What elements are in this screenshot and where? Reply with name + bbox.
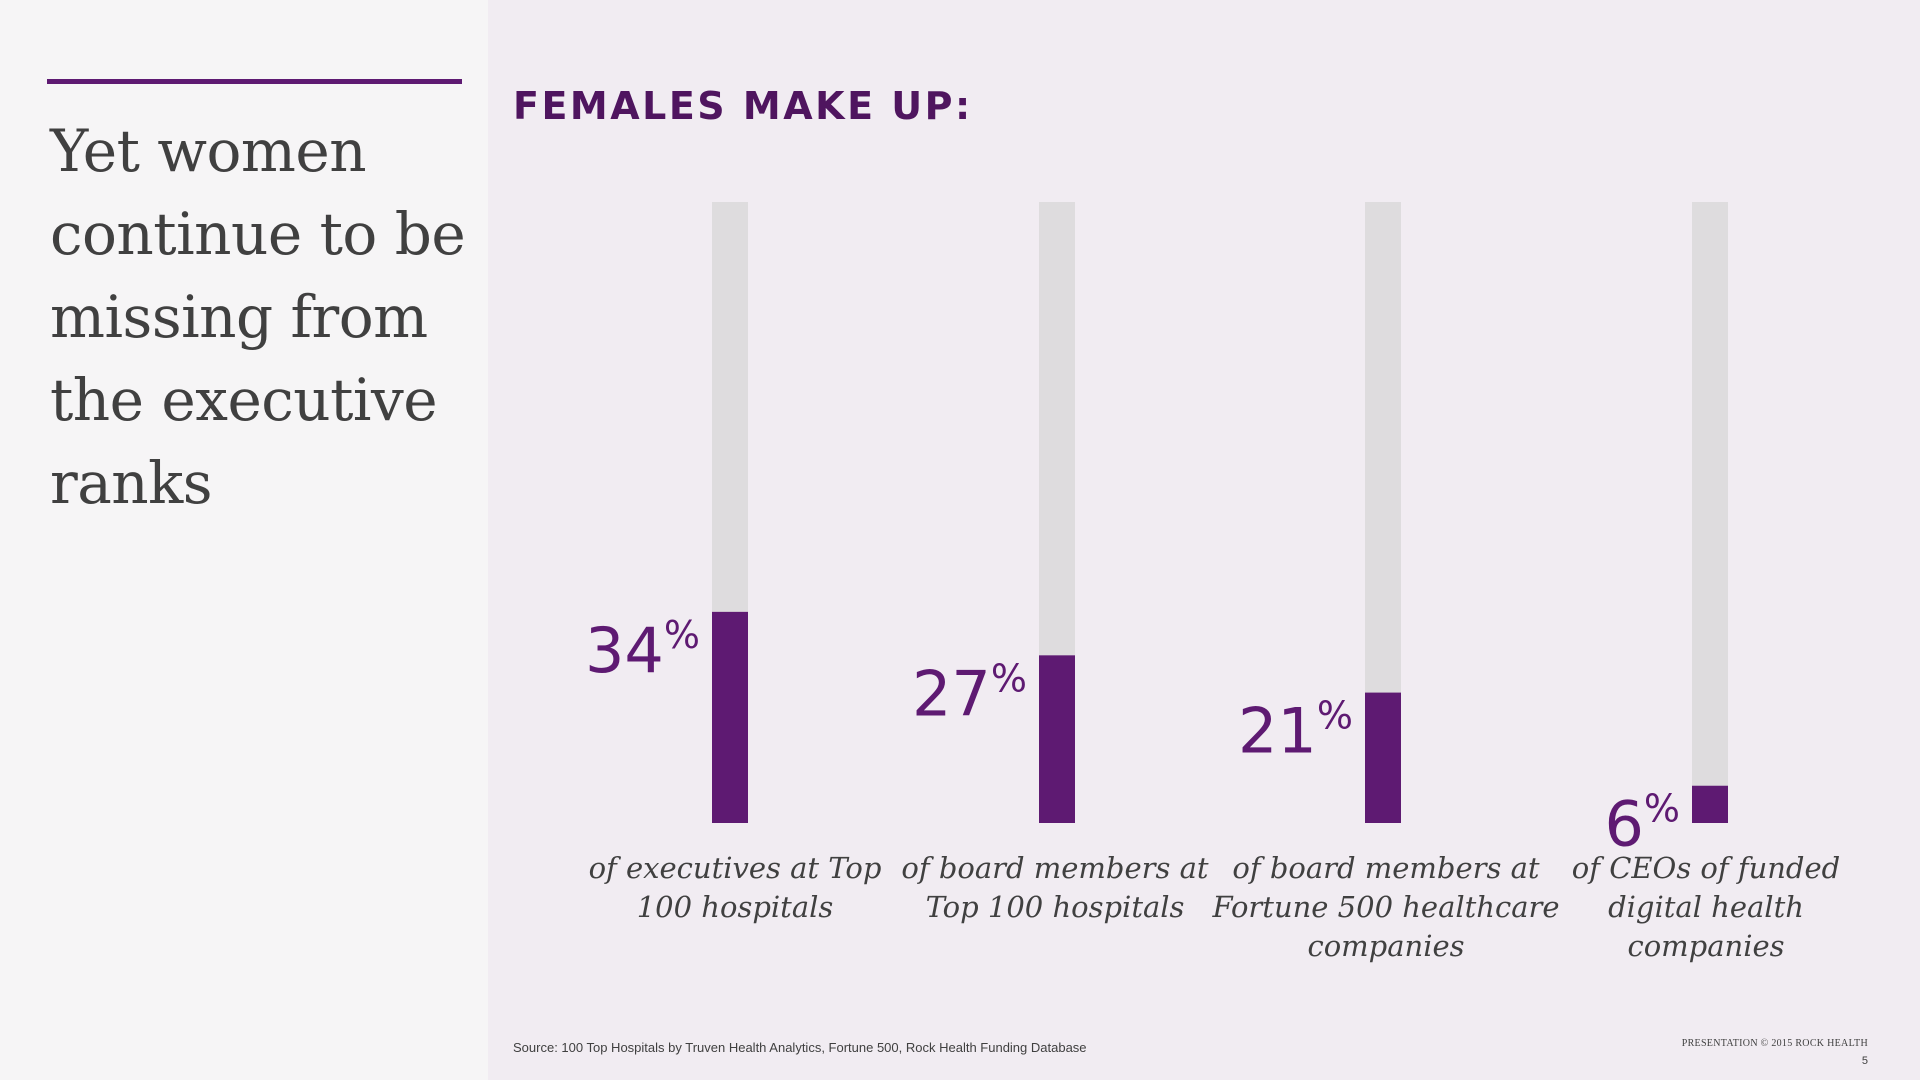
category-label: of board members at Top 100 hospitals xyxy=(901,851,1209,924)
left-panel: Yet women continue to be missing from th… xyxy=(0,0,488,1080)
value-label: 27% xyxy=(912,656,1027,730)
category-label: of CEOs of funded digital health companies xyxy=(1572,851,1840,963)
category-label: of executives at Top 100 hospitals xyxy=(589,851,882,924)
source-note: Source: 100 Top Hospitals by Truven Heal… xyxy=(513,1040,1087,1055)
value-label: 34% xyxy=(585,613,700,687)
bar-fill xyxy=(1039,655,1075,823)
page-number: 5 xyxy=(1861,1055,1868,1067)
section-title: FEMALES MAKE UP: xyxy=(513,84,973,128)
bar-fill xyxy=(1692,785,1728,823)
bar-track xyxy=(1692,202,1728,823)
bar-chart: 34% of executives at Top 100 hospitals 27% o… xyxy=(585,202,1840,963)
bar-fill xyxy=(1365,692,1401,823)
value-label: 21% xyxy=(1238,694,1353,768)
copyright: Presentation © 2015 Rock Health xyxy=(1681,1038,1868,1049)
value-label: 6% xyxy=(1604,787,1680,861)
headline: Yet women continue to be missing from th… xyxy=(50,117,466,517)
bar-fill xyxy=(712,611,748,823)
accent-rule xyxy=(47,79,462,84)
category-label: of board members at Fortune 500 healthcar… xyxy=(1211,851,1559,963)
